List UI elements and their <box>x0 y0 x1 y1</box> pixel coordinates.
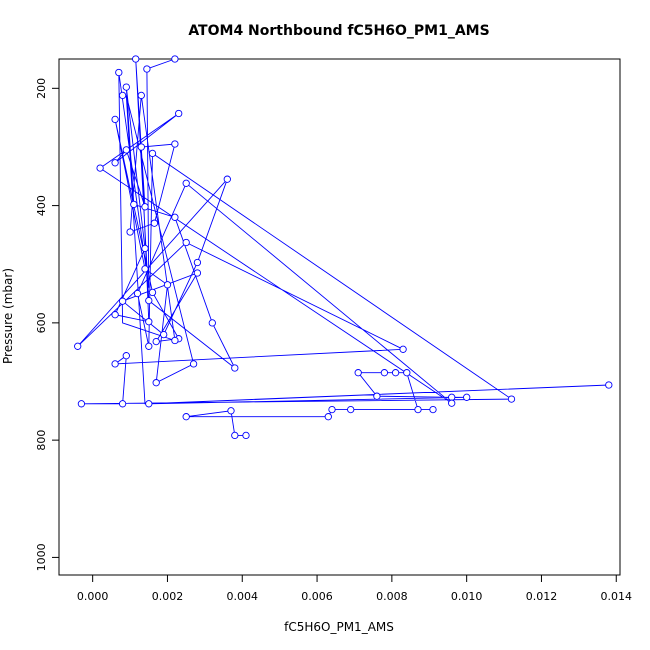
y-axis-label: Pressure (mbar) <box>1 268 15 364</box>
data-point <box>463 393 471 401</box>
data-point <box>130 200 138 209</box>
y-tick-label: 600 <box>35 312 48 333</box>
data-point <box>354 369 362 377</box>
data-point <box>111 159 119 167</box>
data-point <box>111 311 119 319</box>
data-point <box>171 140 179 148</box>
data-point <box>122 83 130 91</box>
data-point <box>182 238 190 247</box>
data-point <box>391 369 400 377</box>
data-point <box>141 203 149 211</box>
data-point <box>448 399 456 407</box>
data-point <box>242 431 250 440</box>
x-tick-label: 0.014 <box>601 590 633 603</box>
data-point <box>141 244 149 253</box>
data-point <box>148 149 157 158</box>
data-point <box>193 258 202 267</box>
data-point <box>74 342 82 350</box>
data-point <box>160 330 168 339</box>
data-point <box>373 392 381 400</box>
data-point <box>403 369 411 377</box>
data-point <box>223 175 231 183</box>
data-point <box>163 281 172 289</box>
data-point <box>122 352 130 360</box>
data-point <box>231 431 239 440</box>
plot-area <box>74 55 613 440</box>
data-point <box>231 364 239 372</box>
data-point <box>122 146 130 154</box>
data-point <box>115 68 123 77</box>
data-point <box>111 360 119 368</box>
data-point <box>143 65 151 73</box>
data-point <box>429 405 437 414</box>
y-tick-label: 400 <box>35 195 48 216</box>
data-point <box>328 405 336 414</box>
data-point <box>137 143 145 151</box>
x-tick-label: 0.006 <box>301 590 333 603</box>
x-tick-label: 0.002 <box>152 590 184 603</box>
data-point <box>605 381 613 389</box>
y-axis: 200 400 600 800 1000 <box>35 78 59 571</box>
data-point <box>118 400 127 408</box>
data-point <box>175 109 183 118</box>
y-tick-label: 800 <box>35 430 48 451</box>
data-point <box>137 91 145 100</box>
data-point <box>132 55 140 63</box>
data-point <box>182 413 190 421</box>
x-tick-label: 0.004 <box>227 590 259 603</box>
data-point <box>96 164 104 172</box>
data-point <box>145 296 153 305</box>
data-point <box>118 297 127 305</box>
y-tick-label: 200 <box>35 78 48 99</box>
data-point <box>182 179 190 187</box>
plot-frame <box>58 58 621 576</box>
data-point <box>347 405 355 414</box>
data-point <box>380 369 389 377</box>
data-point <box>111 115 119 124</box>
data-point <box>152 379 160 387</box>
data-point <box>507 395 516 403</box>
x-axis-label: fC5H6O_PM1_AMS <box>284 620 394 634</box>
data-point <box>133 289 142 298</box>
data-point <box>145 400 153 408</box>
data-point <box>171 336 179 345</box>
series-line <box>77 58 609 436</box>
data-point <box>399 345 407 353</box>
chart-title: ATOM4 Northbound fC5H6O_PM1_AMS <box>188 23 489 39</box>
data-point <box>171 213 179 221</box>
data-point <box>152 337 160 346</box>
data-point <box>141 265 149 273</box>
data-point <box>171 55 179 63</box>
x-tick-label: 0.012 <box>526 590 558 603</box>
data-point <box>189 360 198 368</box>
x-tick-label: 0.010 <box>451 590 483 603</box>
data-point <box>227 407 235 415</box>
data-point <box>150 219 159 227</box>
data-point <box>193 269 202 277</box>
data-point <box>145 342 153 350</box>
data-point <box>126 228 134 236</box>
data-point <box>324 413 332 421</box>
data-point <box>148 288 157 297</box>
data-point <box>118 91 127 100</box>
y-tick-label: 1000 <box>35 543 48 571</box>
data-point <box>145 318 153 326</box>
x-axis: 0.000 0.002 0.004 0.006 0.008 0.010 0.012 0.014 <box>77 575 632 603</box>
data-point <box>448 393 456 401</box>
x-tick-label: 0.008 <box>376 590 408 603</box>
x-tick-label: 0.000 <box>77 590 109 603</box>
data-point <box>414 405 422 414</box>
data-point <box>77 400 86 408</box>
data-point <box>208 319 216 327</box>
